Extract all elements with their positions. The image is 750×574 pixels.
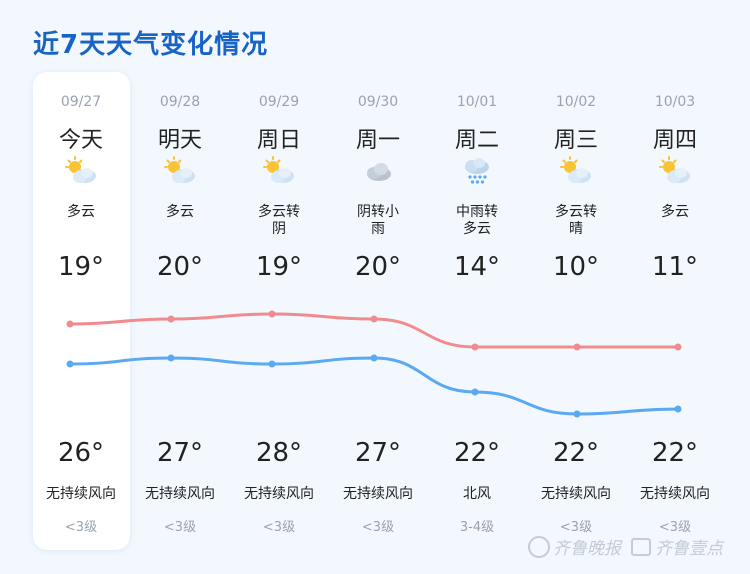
condition-line: 多云 [67, 204, 95, 220]
day-wind-direction: 无持续风向 [343, 486, 413, 502]
day-column-5[interactable]: 10/02 周三多云转晴 10° 22° 无持续风向 <3级 [526, 72, 626, 550]
day-wind-level: 3-4级 [459, 520, 495, 535]
day-condition: 多云转阴 [229, 204, 329, 238]
day-column-3[interactable]: 09/30 周一阴转小雨 20° 27° 无持续风向 <3级 [328, 72, 428, 550]
day-wind-direction: 无持续风向 [640, 486, 710, 502]
day-condition: 多云 [625, 204, 725, 221]
condition-line: 阴转小 [357, 204, 399, 220]
day-weekday: 周一 [355, 128, 400, 153]
day-weekday: 周二 [454, 128, 499, 153]
day-wind-direction: 北风 [463, 486, 491, 502]
lower-line-point-1 [167, 354, 175, 362]
day-low-temp: 27° [354, 438, 402, 468]
day-wind-level: <3级 [64, 520, 98, 535]
day-wind-level: <3级 [559, 520, 593, 535]
upper-line-point-4 [471, 343, 479, 351]
day-high-temp: 14° [453, 252, 501, 282]
condition-line: 晴 [569, 221, 583, 237]
partly-cloudy-icon [162, 156, 198, 186]
day-wind-level: <3级 [163, 520, 197, 535]
day-date: 09/30 [357, 94, 399, 110]
condition-line: 多云转 [258, 204, 300, 220]
day-condition: 阴转小雨 [328, 204, 428, 238]
cloudy-icon [360, 156, 396, 186]
lower-line-point-4 [471, 388, 479, 396]
day-high-temp: 10° [552, 252, 600, 282]
day-low-temp: 22° [552, 438, 600, 468]
day-condition: 多云转晴 [526, 204, 626, 238]
day-date: 10/01 [456, 94, 498, 110]
condition-line: 阴 [272, 221, 286, 237]
qilu-box-icon [631, 538, 651, 556]
day-wind-level: <3级 [361, 520, 395, 535]
day-low-temp: 27° [156, 438, 204, 468]
day-high-temp: 20° [354, 252, 402, 282]
lower-line-point-2 [268, 360, 276, 368]
rain-icon [459, 156, 495, 186]
day-wind-direction: 无持续风向 [46, 486, 116, 502]
today-highlight-card [33, 72, 130, 550]
lower-line-point-3 [370, 354, 378, 362]
day-weekday: 明天 [157, 128, 202, 153]
upper-line-point-1 [167, 315, 175, 323]
page-title: 近7天天气变化情况 [33, 30, 269, 60]
day-weekday: 今天 [58, 128, 103, 153]
day-column-1[interactable]: 09/28 明天多云 20° 27° 无持续风向 <3级 [130, 72, 230, 550]
watermark-text-1: 齐鲁晚报 [553, 539, 621, 559]
day-wind-direction: 无持续风向 [244, 486, 314, 502]
partly-cloudy-icon [261, 156, 297, 186]
day-wind-direction: 无持续风向 [145, 486, 215, 502]
day-wind-level: <3级 [262, 520, 296, 535]
day-wind-level: <3级 [658, 520, 692, 535]
qilu-logo-icon [528, 536, 550, 558]
condition-line: 中雨转 [456, 204, 498, 220]
day-date: 10/03 [654, 94, 696, 110]
day-date: 10/02 [555, 94, 597, 110]
day-weekday: 周日 [256, 128, 301, 153]
condition-line: 雨 [371, 221, 385, 237]
upper-line-point-2 [268, 310, 276, 318]
lower-line-point-6 [674, 405, 682, 413]
upper-line-point-0 [66, 320, 74, 328]
day-condition: 中雨转 多云 [427, 204, 527, 238]
day-low-temp: 28° [255, 438, 303, 468]
upper-line-point-3 [370, 315, 378, 323]
day-high-temp: 11° [651, 252, 699, 282]
day-date: 09/29 [258, 94, 300, 110]
upper-line-point-6 [674, 343, 682, 351]
day-column-2[interactable]: 09/29 周日多云转阴 19° 28° 无持续风向 <3级 [229, 72, 329, 550]
day-low-temp: 26° [57, 438, 105, 468]
lower-line-point-0 [66, 360, 74, 368]
day-high-temp: 19° [255, 252, 303, 282]
watermark-text-2: 齐鲁壹点 [655, 539, 723, 559]
day-column-6[interactable]: 10/03 周四多云 11° 22° 无持续风向 <3级 [625, 72, 725, 550]
partly-cloudy-icon [657, 156, 693, 186]
condition-line: 多云 [166, 204, 194, 220]
day-date: 09/28 [159, 94, 201, 110]
day-weekday: 周四 [652, 128, 697, 153]
day-condition: 多云 [31, 204, 131, 221]
day-column-0[interactable]: 09/27 今天多云 19° 26° 无持续风向 <3级 [31, 72, 131, 550]
upper-line-point-5 [573, 343, 581, 351]
watermark: 齐鲁晚报 齐鲁壹点 [528, 534, 723, 560]
day-date: 09/27 [60, 94, 102, 110]
day-condition: 多云 [130, 204, 230, 221]
day-weekday: 周三 [553, 128, 598, 153]
day-wind-direction: 无持续风向 [541, 486, 611, 502]
condition-line: 多云 [661, 204, 689, 220]
day-low-temp: 22° [651, 438, 699, 468]
day-high-temp: 20° [156, 252, 204, 282]
condition-line: 多云 [463, 221, 491, 237]
day-column-4[interactable]: 10/01 周二中雨转 多云 14° 22° 北风 3-4级 [427, 72, 527, 550]
lower-temperature-line [68, 356, 680, 416]
day-high-temp: 19° [57, 252, 105, 282]
lower-line-point-5 [573, 410, 581, 418]
condition-line: 多云转 [555, 204, 597, 220]
partly-cloudy-icon [558, 156, 594, 186]
day-low-temp: 22° [453, 438, 501, 468]
partly-cloudy-icon [63, 156, 99, 186]
